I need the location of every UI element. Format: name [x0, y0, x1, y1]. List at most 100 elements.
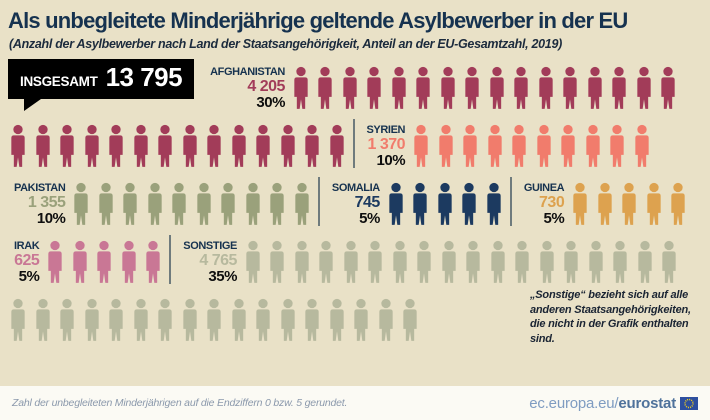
person-icon: [319, 241, 334, 284]
person-icon: [158, 299, 172, 342]
person-icon: [97, 241, 111, 284]
person-icon: [416, 67, 431, 110]
person-icon: [158, 125, 172, 168]
person-icon: [392, 67, 406, 110]
pictogram-row: SYRIEN 1 370 10%: [8, 117, 702, 169]
person-icon: [329, 125, 344, 168]
person-icon: [172, 183, 187, 226]
icon-group-sonstige: [243, 240, 680, 285]
person-icon: [295, 241, 309, 284]
country-label-sonstige: SONSTIGE 4 765 35%: [183, 240, 237, 285]
divider: [317, 177, 320, 227]
country-label-irak: IRAK 625 5%: [14, 241, 40, 285]
person-icon: [197, 183, 211, 226]
person-icon: [182, 125, 197, 168]
person-icon: [318, 67, 333, 110]
person-icon: [561, 125, 575, 168]
person-icon: [256, 299, 270, 342]
footer-bar: Zahl der unbegleiteten Minderjährigen au…: [0, 386, 710, 420]
person-icon: [123, 183, 138, 226]
total-value: 13 795: [105, 62, 183, 93]
pictogram-row: IRAK 625 5% SONSTIGE 4 765 35%: [8, 233, 702, 285]
country-value: 1 370: [367, 135, 406, 153]
icon-group-afghanistan: [291, 66, 679, 111]
country-label-guinea: GUINEA 730 5%: [523, 182, 565, 227]
country-percent: 30%: [256, 94, 285, 111]
person-icon: [487, 125, 502, 168]
person-icon: [403, 299, 417, 342]
icon-group-afghanistan: [8, 124, 347, 169]
person-icon: [343, 67, 357, 110]
icon-group-guinea: [570, 182, 688, 227]
person-icon: [344, 241, 358, 284]
country-percent: 35%: [208, 268, 237, 285]
person-icon: [133, 125, 148, 168]
person-icon: [246, 241, 260, 284]
person-icon: [48, 241, 62, 284]
person-icon: [540, 241, 554, 284]
person-icon: [563, 67, 578, 110]
divider: [509, 177, 512, 227]
person-icon: [84, 299, 99, 342]
person-icon: [588, 67, 602, 110]
person-icon: [671, 183, 685, 226]
person-icon: [368, 241, 383, 284]
person-icon: [378, 299, 393, 342]
person-icon: [367, 67, 382, 110]
person-icon: [246, 183, 260, 226]
person-icon: [536, 125, 551, 168]
callout-tail-icon: [24, 98, 41, 111]
country-percent: 5%: [359, 210, 380, 227]
eurostat-link[interactable]: ec.europa.eu/eurostat: [529, 395, 698, 412]
person-icon: [539, 67, 553, 110]
person-icon: [35, 125, 50, 168]
divider: [169, 235, 172, 285]
person-icon: [610, 125, 624, 168]
pictogram-row: PAKISTAN 1 355 10% SOMALIA 745 5% GUINEA 730 5%: [8, 175, 702, 227]
person-icon: [122, 241, 136, 284]
country-name: GUINEA: [523, 182, 565, 195]
person-icon: [463, 125, 477, 168]
person-icon: [442, 241, 456, 284]
person-icon: [487, 183, 501, 226]
person-icon: [60, 125, 74, 168]
person-icon: [612, 67, 627, 110]
total-label: INSGESAMT: [20, 74, 98, 90]
icon-group-syrien: [411, 124, 652, 169]
country-name: SONSTIGE: [183, 240, 237, 253]
pictogram-row: „Sonstige“ bezieht sich auf alle anderen…: [8, 289, 702, 345]
person-icon: [231, 299, 246, 342]
person-icon: [221, 183, 236, 226]
country-label-syrien: SYRIEN 1 370 10%: [367, 125, 406, 169]
person-icon: [182, 299, 197, 342]
icon-group-pakistan: [71, 182, 312, 227]
person-icon: [109, 125, 123, 168]
divider: [352, 119, 355, 169]
person-icon: [11, 125, 25, 168]
person-icon: [613, 241, 628, 284]
country-name: SOMALIA: [331, 182, 380, 195]
country-name: PAKISTAN: [14, 182, 66, 195]
pictogram-row: INSGESAMT 13 795 AFGHANISTAN 4 205 30%: [8, 59, 702, 111]
total-callout: INSGESAMT 13 795: [8, 59, 195, 111]
country-label-pakistan: PAKISTAN 1 355 10%: [14, 182, 66, 227]
person-icon: [231, 125, 246, 168]
person-icon: [294, 67, 308, 110]
person-icon: [146, 241, 160, 284]
person-icon: [148, 183, 162, 226]
eurostat-url-bold: eurostat: [618, 394, 676, 412]
eu-flag-icon: [680, 396, 698, 410]
person-icon: [270, 241, 285, 284]
person-icon: [661, 67, 676, 110]
person-icon: [491, 241, 505, 284]
country-value: 730: [539, 193, 565, 211]
icon-group-sonstige: [8, 298, 420, 343]
person-icon: [634, 125, 649, 168]
person-icon: [438, 183, 452, 226]
person-icon: [73, 241, 87, 284]
person-icon: [662, 241, 677, 284]
sonstige-note: „Sonstige“ bezieht sich auf alle anderen…: [530, 289, 691, 345]
person-icon: [354, 299, 368, 342]
person-icon: [295, 183, 309, 226]
